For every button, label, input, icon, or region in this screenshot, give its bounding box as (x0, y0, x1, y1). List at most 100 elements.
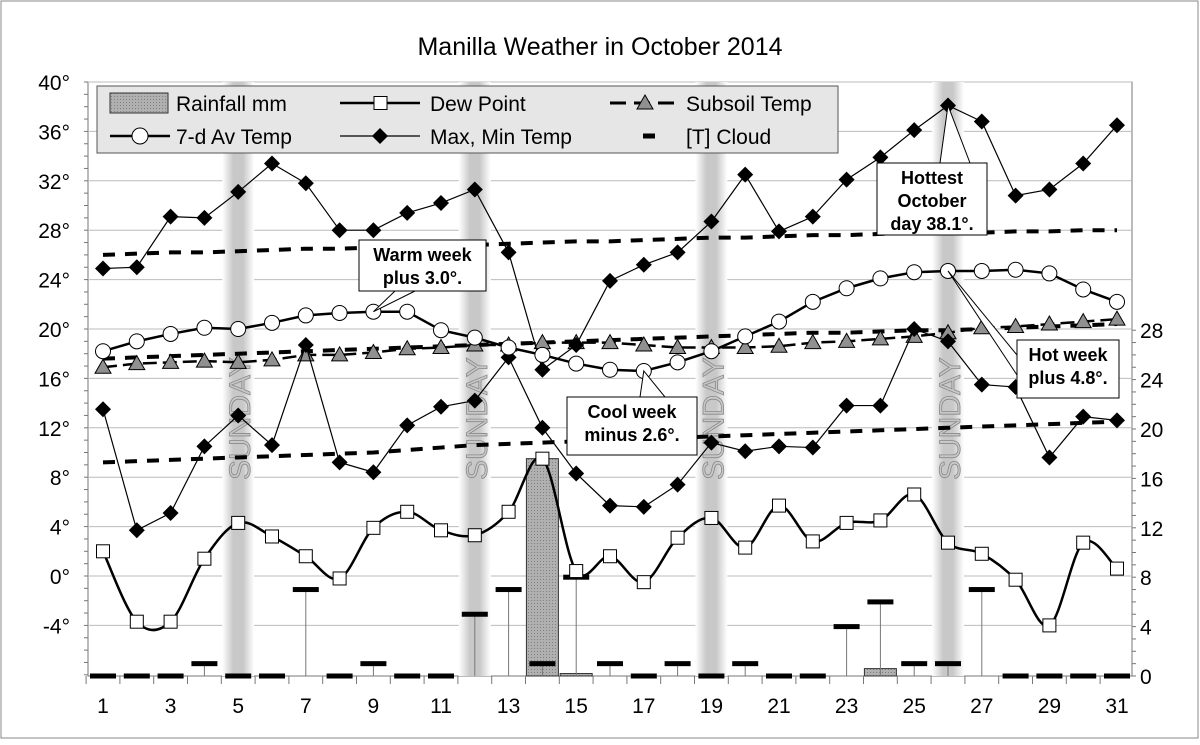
cloud-mark (664, 661, 691, 667)
avg-temp-circle (771, 313, 787, 330)
max-temp-diamond (703, 213, 720, 230)
cloud-mark (157, 673, 184, 679)
min-temp-diamond (906, 321, 923, 337)
dew-point-square (332, 571, 347, 586)
min-temp-diamond (635, 498, 652, 515)
legend-subsoil-label: Subsoil Temp (686, 93, 812, 116)
dew-point-square (366, 520, 381, 535)
min-temp-diamond (297, 337, 314, 354)
subsoil-triangle (263, 350, 281, 367)
min-temp-diamond (162, 505, 179, 522)
dew-point-square (231, 515, 246, 530)
max-temp-diamond (771, 223, 787, 240)
y-right-tick-label: 24 (1140, 370, 1164, 393)
subsoil-triangle (161, 353, 180, 369)
max-temp-diamond (433, 195, 449, 212)
subsoil-triangle (127, 354, 146, 371)
callout-text: day 38.1°. (890, 214, 973, 234)
subsoil-triangle (871, 329, 890, 346)
max-temp-diamond (534, 361, 551, 378)
y-left-tick-label: 8° (50, 467, 70, 490)
max-temp-diamond (196, 209, 213, 226)
max-temp-diamond (162, 208, 179, 225)
x-tick-label: 23 (835, 695, 858, 718)
min-temp-diamond (940, 333, 956, 350)
min-temp-diamond (230, 407, 247, 424)
callout-box (876, 162, 988, 236)
avg-temp-circle (534, 346, 551, 363)
avg-temp-circle (669, 354, 686, 371)
legend-avg-circle (131, 127, 149, 145)
min-temp-diamond (669, 476, 686, 493)
max-temp-diamond (365, 222, 382, 239)
x-tick-label: 19 (700, 695, 723, 718)
dew-point-square (873, 513, 888, 528)
y-left-tick-label: 40° (38, 72, 70, 95)
min-temp-diamond (602, 497, 618, 514)
annotation-callout: Cool week minus 2.6°. (566, 369, 698, 456)
max-temp-diamond (331, 222, 348, 239)
sunday-band (695, 82, 728, 676)
callout-box (358, 239, 487, 292)
max-temp-diamond (973, 113, 990, 130)
cloud-mark (833, 624, 860, 630)
avg-temp-circle (500, 339, 517, 356)
dew-point-square (772, 498, 786, 513)
dew-point-square (603, 549, 617, 564)
dew-point-square (839, 515, 854, 530)
dew-point-square (974, 546, 989, 561)
subsoil-triangle (398, 339, 417, 356)
x-tick-label: 29 (1038, 695, 1061, 718)
min-temp-diamond (331, 454, 348, 471)
y-left-tick-label: -4° (43, 615, 70, 638)
subsoil-triangle (1074, 312, 1093, 329)
callout-text: Hottest (901, 168, 963, 188)
dew-point-square (501, 504, 516, 519)
callout-text: October (897, 191, 966, 211)
cloud-mark (935, 661, 961, 667)
cloud-mark (799, 673, 826, 679)
avg-temp-circle (1041, 265, 1058, 282)
dew-point-square (535, 451, 550, 466)
cloud-mark (732, 661, 759, 667)
avg-temp-circle (128, 333, 145, 350)
max-temp-diamond (737, 166, 754, 183)
subsoil-triangle (229, 353, 248, 369)
cloud-mark (597, 661, 623, 667)
max-temp-diamond (1109, 117, 1125, 134)
avg-temp-circle (95, 343, 111, 360)
annotation-callout: Hottest October day 38.1°. (876, 105, 988, 236)
legend-dew-label: Dew Point (430, 93, 526, 116)
cloud-mark (968, 587, 995, 593)
min-temp-diamond (838, 397, 855, 414)
subsoil-triangle (803, 333, 822, 350)
min-temp-diamond (1109, 412, 1125, 429)
max-temp-diamond (1075, 155, 1092, 172)
subsoil-triangle (736, 338, 755, 355)
max-temp-diamond (264, 155, 280, 172)
y-right-tick-label: 28 (1140, 320, 1163, 343)
max-temp-diamond (95, 260, 111, 277)
avg-temp-circle (264, 314, 280, 331)
x-tick-label: 1 (97, 695, 109, 718)
avg-temp-circle (872, 270, 889, 287)
min-temp-diamond (95, 401, 111, 418)
subsoil-triangle (770, 337, 788, 353)
dew-point-square (400, 504, 415, 519)
legend-avg-label: 7-d Av Temp (176, 126, 292, 149)
y-left-tick-label: 32° (38, 171, 70, 194)
max-temp-diamond (128, 259, 145, 276)
avg-temp-circle (737, 328, 754, 345)
dew-point-square (265, 529, 279, 544)
cloud-mark (292, 587, 319, 593)
dew-point-square (129, 614, 144, 629)
y-right-tick-label: 16 (1140, 468, 1163, 491)
x-tick-label: 15 (565, 695, 588, 718)
dew-point-square (670, 530, 685, 545)
avg-temp-circle (804, 293, 821, 310)
min-temp-diamond (872, 397, 889, 414)
callout-box (566, 396, 698, 456)
legend-cloud-mark (643, 133, 655, 139)
legend-rainfall-label: Rainfall mm (176, 93, 287, 116)
cloud-mark (191, 661, 218, 667)
